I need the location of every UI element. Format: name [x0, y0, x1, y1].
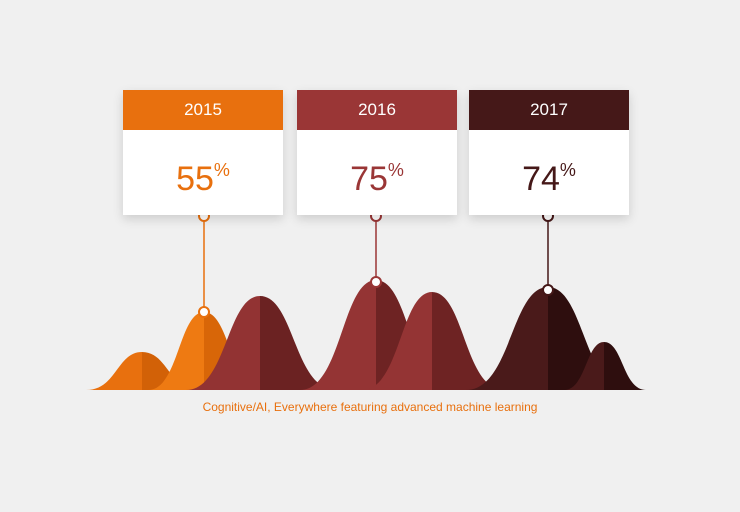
card-year: 2015: [123, 90, 283, 130]
pin-bottom: [542, 284, 554, 296]
hill-left: [186, 296, 260, 390]
pin-bottom: [198, 306, 210, 318]
card-value: 75%: [297, 130, 457, 215]
value: 55: [176, 160, 214, 198]
unit: %: [559, 160, 576, 180]
hill-left: [466, 287, 548, 390]
hill-left: [86, 352, 142, 390]
hill-right: [260, 296, 336, 390]
hill-right: [604, 342, 646, 390]
card-value: 74%: [469, 130, 629, 215]
card-year: 2017: [469, 90, 629, 130]
hill-right: [432, 292, 504, 390]
hill-left: [148, 312, 204, 390]
hills: [86, 280, 646, 390]
card-year: 2016: [297, 90, 457, 130]
hill-right: [548, 287, 628, 390]
value: 75: [350, 160, 388, 198]
card-value: 55%: [123, 130, 283, 215]
caption: Cognitive/AI, Everywhere featuring advan…: [202, 400, 538, 414]
hill-left: [564, 342, 604, 390]
hill-left: [362, 292, 432, 390]
card: 2015 55%: [123, 90, 283, 215]
card: 2017 74%: [469, 90, 629, 215]
unit: %: [213, 160, 230, 180]
value: 74: [522, 160, 560, 198]
hill-right: [142, 352, 200, 390]
card: 2016 75%: [297, 90, 457, 215]
unit: %: [387, 160, 404, 180]
pin-bottom: [370, 276, 382, 288]
hill-left: [300, 280, 376, 390]
